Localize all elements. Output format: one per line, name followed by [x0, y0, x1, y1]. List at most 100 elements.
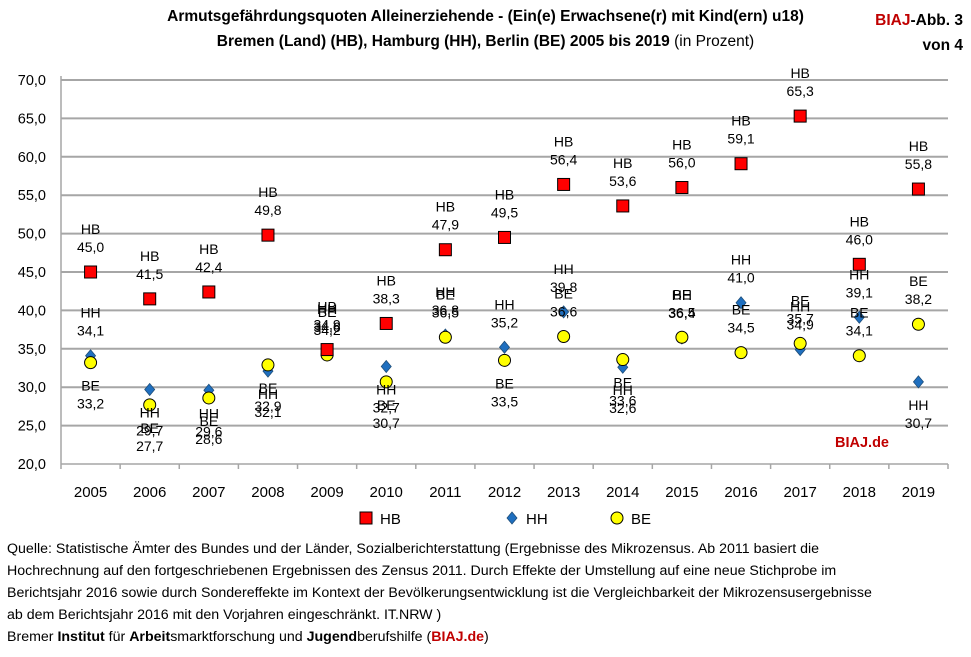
- marker-be: [852, 349, 866, 363]
- data-label-series: HH: [908, 397, 928, 413]
- data-label-be: BE 38,2: [905, 273, 932, 307]
- marker-be: [143, 398, 157, 412]
- figure-label: -Abb. 3: [910, 12, 963, 29]
- source-note: Quelle: Statistische Ämter des Bundes un…: [7, 538, 967, 648]
- data-label-value: 34,6: [313, 319, 340, 335]
- legend-item-hb: HB: [359, 511, 401, 528]
- marker-hb: [675, 181, 689, 195]
- legend: HB HH BE: [359, 511, 651, 528]
- data-label-value: 32,1: [254, 404, 281, 420]
- data-label-value: 32,9: [254, 398, 281, 414]
- data-label-value: 30,7: [373, 415, 400, 431]
- source-line-4: ab dem Berichtsjahr 2016 mit den Vorjahr…: [7, 607, 442, 623]
- data-label-series: BE: [436, 286, 455, 302]
- data-label-value: 53,6: [609, 173, 636, 189]
- data-label-series: HB: [613, 155, 632, 171]
- data-label-series: HB: [731, 113, 750, 129]
- data-label-series: BE: [909, 273, 928, 289]
- x-tick-label: 2010: [370, 484, 403, 501]
- marker-be: [911, 317, 925, 331]
- data-label-series: HB: [258, 184, 277, 200]
- x-tick-label: 2018: [843, 484, 876, 501]
- x-tick-label: 2005: [74, 484, 107, 501]
- data-label-be: BE 27,7: [136, 420, 163, 454]
- data-label-series: BE: [318, 304, 337, 320]
- data-label-series: BE: [140, 420, 159, 436]
- figure-of: von 4: [922, 37, 963, 54]
- data-label-series: HH: [849, 266, 869, 282]
- x-tick-label: 2017: [783, 484, 816, 501]
- data-label-hb: HB 55,8: [905, 138, 932, 172]
- legend-marker-hb: [359, 511, 373, 525]
- marker-be: [734, 346, 748, 360]
- chart-title-line1: Armutsgefährdungsquoten Alleinerziehende…: [167, 8, 804, 25]
- gridlines: [61, 79, 948, 427]
- data-label-series: BE: [199, 413, 218, 429]
- data-label-hh: HH 32,1: [254, 386, 281, 420]
- data-label-hh: HH 36,4: [668, 287, 695, 321]
- data-label-value: 34,1: [77, 323, 104, 339]
- data-label-series: HB: [377, 272, 396, 288]
- figure-brand: BIAJ: [875, 12, 911, 29]
- data-label-be: BE 32,9: [254, 380, 281, 414]
- data-label-hb: HB 56,0: [668, 137, 695, 171]
- y-tick-label: 25,0: [18, 419, 46, 435]
- data-label-series: HH: [435, 284, 455, 300]
- data-label-value: 34,5: [727, 320, 754, 336]
- marker-be: [379, 375, 393, 389]
- data-label-series: BE: [259, 380, 278, 396]
- data-label-value: 47,9: [432, 217, 459, 233]
- data-label-series: HB: [909, 138, 928, 154]
- data-label-series: HB: [199, 241, 218, 257]
- data-label-value: 34,9: [313, 317, 340, 333]
- credit-line: Bremer Institut für Arbeitsmarktforschun…: [7, 629, 489, 645]
- legend-label: HH: [526, 511, 548, 528]
- data-label-hh: HH 39,8: [550, 261, 577, 295]
- x-tick-label: 2013: [547, 484, 580, 501]
- data-label-series: HH: [80, 305, 100, 321]
- data-label-value: 65,3: [787, 83, 814, 99]
- marker-hh: [558, 305, 570, 319]
- y-tick-label: 50,0: [18, 227, 46, 243]
- marker-hb: [84, 265, 98, 279]
- marker-be: [675, 330, 689, 344]
- data-label-be: BE 34,1: [846, 305, 873, 339]
- data-label-series: HH: [554, 261, 574, 277]
- data-label-hb: HB 42,4: [195, 241, 222, 275]
- data-label-series: BE: [495, 375, 514, 391]
- data-label-hb: HB 56,4: [550, 133, 577, 167]
- data-label-series: HH: [376, 381, 396, 397]
- data-label-value: 46,0: [846, 231, 873, 247]
- data-label-hb: HB 34,9: [313, 299, 340, 333]
- data-label-hb: HB 49,5: [491, 186, 518, 220]
- y-tick-label: 30,0: [18, 380, 46, 396]
- x-tick-label: 2006: [133, 484, 166, 501]
- data-label-hb: HB 65,3: [787, 65, 814, 99]
- data-label-hh: HH 32,6: [609, 382, 636, 416]
- data-label-series: HB: [554, 133, 573, 149]
- data-label-value: 29,6: [195, 423, 222, 439]
- marker-hh: [853, 310, 865, 324]
- marker-hb: [261, 228, 275, 242]
- x-tick-label: 2015: [665, 484, 698, 501]
- marker-be: [261, 358, 275, 372]
- marker-hb: [143, 292, 157, 306]
- data-label-series: HH: [258, 386, 278, 402]
- marker-hb: [498, 230, 511, 244]
- x-tick-label: 2019: [902, 484, 935, 501]
- data-label-value: 27,7: [136, 438, 163, 454]
- data-label-value: 36,5: [668, 304, 695, 320]
- data-label-value: 36,4: [668, 305, 695, 321]
- data-label-hh: HH 29,7: [136, 405, 163, 439]
- data-label-series: HB: [81, 221, 100, 237]
- data-label-series: HB: [850, 213, 869, 229]
- legend-marker-be: [610, 511, 624, 525]
- data-label-hh: HH 34,1: [77, 305, 104, 339]
- data-label-be: BE 34,5: [727, 302, 754, 336]
- marker-be: [498, 353, 511, 367]
- data-label-series: HH: [672, 287, 692, 303]
- data-label-be: BE 30,7: [373, 397, 400, 431]
- data-label-series: HH: [140, 405, 160, 421]
- data-label-value: 29,7: [136, 423, 163, 439]
- data-label-hh: HH 41,0: [727, 252, 754, 286]
